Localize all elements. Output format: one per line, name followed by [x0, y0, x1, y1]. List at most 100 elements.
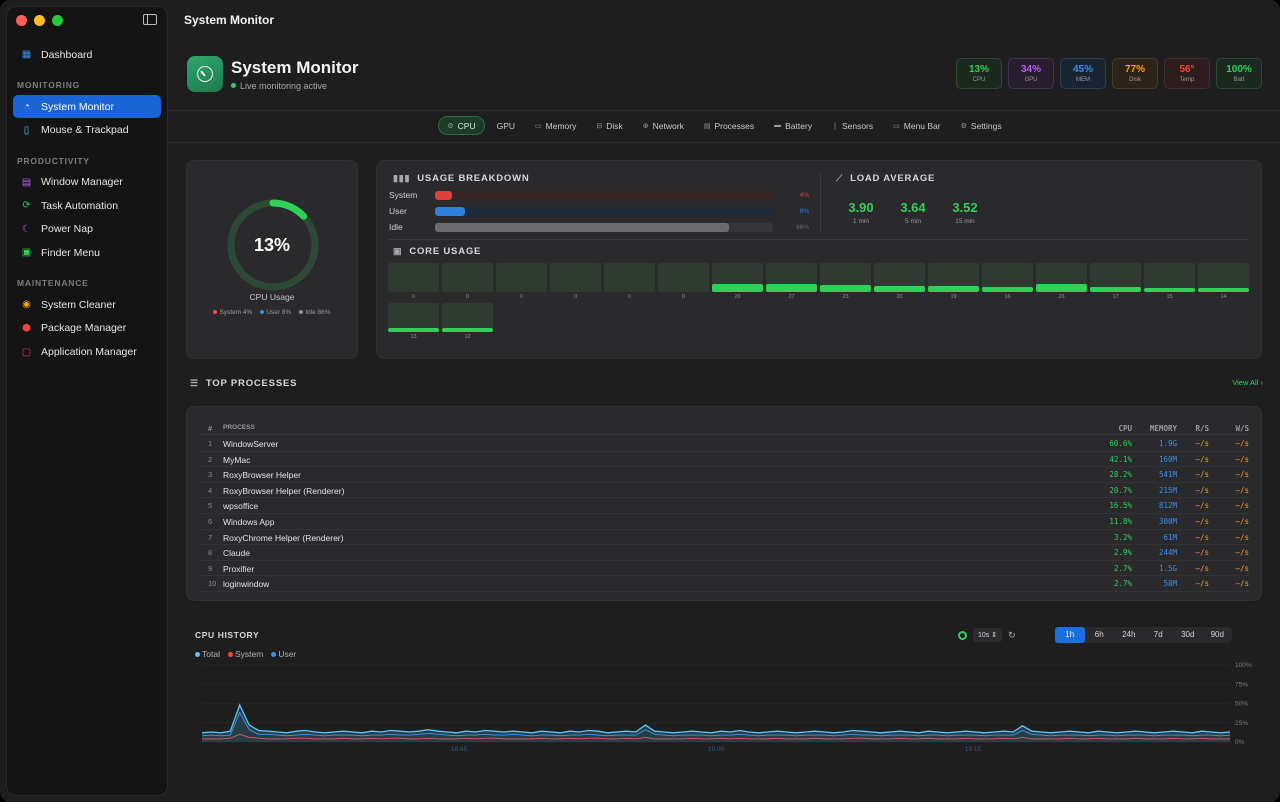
tab-disk[interactable]: ⊟ Disk — [588, 116, 630, 135]
tab-label: Processes — [714, 120, 755, 131]
chip-icon: ▣ — [393, 246, 403, 256]
range-30d[interactable]: 30d — [1181, 630, 1195, 639]
process-memory: 541M — [1158, 470, 1177, 480]
legend-item-total[interactable]: Total — [195, 649, 220, 659]
sidebar-item-system-cleaner[interactable]: ◉ System Cleaner — [13, 293, 161, 316]
table-row[interactable]: 5 wpsoffice 16.5% 812M –/s –/s — [199, 498, 1249, 514]
table-row[interactable]: 6 Windows App 11.8% 300M –/s –/s — [199, 514, 1249, 530]
tab-menu-bar[interactable]: ▭ Menu Bar — [885, 116, 948, 135]
core-usage-value: 20 — [896, 294, 903, 300]
view-all-link[interactable]: View All › — [1232, 378, 1263, 387]
cpu-gauge-arc — [227, 199, 319, 291]
tab-label: CPU — [457, 120, 476, 131]
range-24h[interactable]: 24h — [1122, 630, 1136, 639]
range-90d[interactable]: 90d — [1210, 630, 1224, 639]
tab-sensors[interactable]: ❘ Sensors — [824, 116, 881, 135]
process-rank: 4 — [208, 485, 213, 495]
stat-pill-gpu[interactable]: 34% GPU — [1008, 58, 1054, 89]
core-usage-value: 0 — [519, 294, 524, 300]
legend-item-user[interactable]: User — [271, 649, 296, 659]
range-7d[interactable]: 7d — [1153, 630, 1163, 639]
stat-pill-cpu[interactable]: 13% CPU — [956, 58, 1002, 89]
load-average-item: 3.64 5 min — [895, 200, 931, 225]
divider — [389, 239, 1249, 240]
core-usage-fill — [1198, 288, 1249, 292]
column-process[interactable]: PROCESS — [223, 424, 255, 431]
range-1h[interactable]: 1h — [1055, 627, 1085, 643]
sidebar-item-window-manager[interactable]: ▤ Window Manager — [13, 171, 161, 194]
tab-processes[interactable]: ▤ Processes — [696, 116, 762, 135]
live-toggle-icon[interactable] — [958, 630, 967, 640]
table-row[interactable]: 4 RoxyBrowser Helper (Renderer) 20.7% 215M –… — [199, 483, 1249, 499]
stat-pill-temp[interactable]: 56° Temp — [1164, 58, 1210, 89]
table-row[interactable]: 7 RoxyChrome Helper (Renderer) 3.2% 61M –/s –… — [199, 530, 1249, 546]
stat-pill-label: GPU — [1024, 77, 1038, 83]
table-row[interactable]: 8 Claude 2.9% 244M –/s –/s — [199, 545, 1249, 561]
interval-select[interactable]: 10s ⇕ — [973, 628, 1003, 642]
chart-legend: Total System User — [195, 649, 296, 659]
minimize-window-button[interactable] — [34, 15, 45, 26]
live-dot-icon — [231, 83, 236, 88]
zoom-window-button[interactable] — [52, 15, 63, 26]
table-row[interactable]: 9 Proxifier 2.7% 1.5G –/s –/s — [199, 561, 1249, 577]
sidebar-item-power-nap[interactable]: ☾ Power Nap — [13, 218, 161, 241]
divider — [168, 142, 1280, 143]
process-read: –/s — [1195, 454, 1209, 464]
core-usage-cell: 23 — [820, 263, 871, 300]
process-read: –/s — [1195, 501, 1209, 511]
process-rank: 5 — [208, 501, 213, 511]
tab-cpu[interactable]: ⚙ CPU — [438, 116, 485, 135]
table-row[interactable]: 2 MyMac 42.1% 160M –/s –/s — [199, 452, 1249, 468]
column-write[interactable]: W/S — [1235, 424, 1249, 433]
process-read: –/s — [1195, 579, 1209, 589]
trend-icon: ⟋ — [836, 173, 844, 183]
cpu-gauge-value: 13% — [253, 235, 291, 255]
usage-bar-track — [435, 190, 773, 200]
sidebar-item-mouse-trackpad[interactable]: ▯ Mouse & Trackpad — [13, 119, 161, 142]
menubar-icon: ▭ — [893, 122, 900, 130]
range-6h[interactable]: 6h — [1094, 630, 1104, 639]
sidebar-item-label: Application Manager — [41, 346, 137, 359]
process-write: –/s — [1235, 501, 1249, 511]
sidebar-item-application-manager[interactable]: ▢ Application Manager — [13, 341, 161, 364]
legend-dot-icon — [299, 310, 304, 315]
core-usage-cell: 0 — [604, 263, 655, 300]
stat-pill-disk[interactable]: 77% Disk — [1112, 58, 1158, 89]
column-read[interactable]: R/S — [1195, 424, 1209, 433]
sidebar-item-package-manager[interactable]: ⬢ Package Manager — [13, 317, 161, 340]
tab-memory[interactable]: ▭ Memory — [527, 116, 584, 135]
usage-label: System — [389, 190, 418, 200]
sidebar-item-finder-menu[interactable]: ▣ Finder Menu — [13, 241, 161, 264]
usage-bar-fill — [435, 206, 466, 216]
sidebar-item-task-automation[interactable]: ⟳ Task Automation — [13, 194, 161, 217]
sidebar-item-label: Package Manager — [41, 322, 127, 335]
table-row[interactable]: 10 loginwindow 2.7% 58M –/s –/s — [199, 576, 1249, 592]
core-usage-fill — [928, 286, 979, 292]
sidebar-item-system-monitor[interactable]: ◔ System Monitor — [13, 95, 161, 118]
legend-item-system[interactable]: System — [227, 649, 263, 659]
tab-battery[interactable]: ▬ Battery — [766, 116, 820, 135]
tab-settings[interactable]: ⚙ Settings — [953, 116, 1010, 135]
stat-pill-batt[interactable]: 100% Batt — [1216, 58, 1262, 89]
automation-icon: ⟳ — [22, 200, 31, 212]
tab-gpu[interactable]: GPU — [489, 116, 523, 135]
table-row[interactable]: 1 WindowServer 60.6% 1.9G –/s –/s — [199, 436, 1249, 452]
reload-icon[interactable]: ↻ — [1008, 629, 1016, 640]
core-usage-cell: 14 — [1198, 263, 1249, 300]
process-memory: 244M — [1158, 548, 1177, 558]
sidebar-toggle-icon[interactable] — [143, 14, 157, 25]
stat-pill-mem[interactable]: 45% MEM — [1060, 58, 1106, 89]
sidebar-item-label: Task Automation — [41, 199, 119, 212]
divider — [820, 173, 821, 233]
load-average-item: 3.90 1 min — [843, 200, 879, 225]
column-memory[interactable]: MEMORY — [1149, 424, 1177, 433]
close-window-button[interactable] — [16, 15, 27, 26]
process-name: wpsoffice — [223, 501, 259, 512]
column-cpu[interactable]: CPU — [1118, 424, 1132, 433]
table-row[interactable]: 3 RoxyBrowser Helper 28.2% 541M –/s –/s — [199, 467, 1249, 483]
tab-network[interactable]: ⊕ Network — [635, 116, 692, 135]
sidebar-item-dashboard[interactable]: ▦ Dashboard — [13, 43, 161, 66]
process-read: –/s — [1195, 532, 1209, 542]
process-write: –/s — [1235, 517, 1249, 526]
